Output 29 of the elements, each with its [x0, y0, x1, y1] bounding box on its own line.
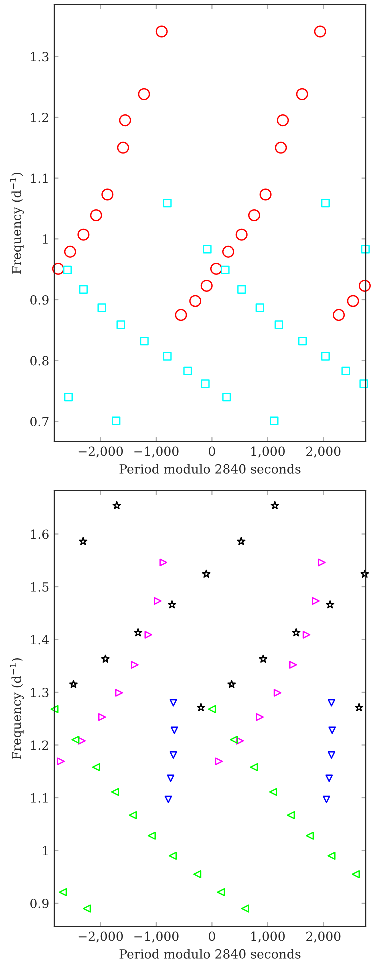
x-axis-title: Period modulo 2840 seconds [120, 464, 301, 474]
x-tick-label: −1,000 [134, 446, 179, 458]
y-tick-label: 1.4 [31, 635, 50, 645]
y-tick-label: 0.7 [30, 417, 49, 427]
y-axis-title: Frequency (d$^{−1}$) [10, 658, 24, 760]
y-tick-label: 0.9 [30, 295, 49, 305]
x-tick-label: −2,000 [78, 932, 124, 943]
y-axis-title: Frequency (d$^{−1}$) [10, 173, 24, 274]
x-tick-label: 0 [209, 932, 216, 942]
y-tick-label: 1.3 [31, 52, 49, 62]
y-tick-label: 1.1 [31, 793, 48, 803]
y-tick-label: 1.2 [31, 740, 48, 750]
x-tick-label: −1,000 [134, 932, 179, 943]
x-tick-label: 2,000 [306, 932, 341, 943]
y-tick-label: 1 [43, 234, 48, 244]
x-tick-label: −2,000 [78, 446, 124, 458]
y-tick-label: 1.2 [31, 112, 48, 122]
y-tick-label: 1 [43, 846, 48, 856]
y-tick-label: 1.1 [31, 174, 48, 184]
y-tick-label: 1.6 [31, 530, 49, 540]
x-tick-label: 1,000 [252, 932, 285, 943]
x-tick-label: 1,000 [252, 446, 285, 458]
x-axis-title: Period modulo 2840 seconds [120, 949, 301, 959]
y-tick-label: 0.8 [30, 356, 49, 366]
x-tick-label: 2,000 [306, 446, 341, 458]
y-tick-label: 1.3 [31, 688, 49, 698]
x-tick-label: 0 [209, 446, 216, 456]
y-tick-label: 1.5 [31, 582, 49, 592]
y-tick-label: 0.9 [30, 898, 49, 908]
